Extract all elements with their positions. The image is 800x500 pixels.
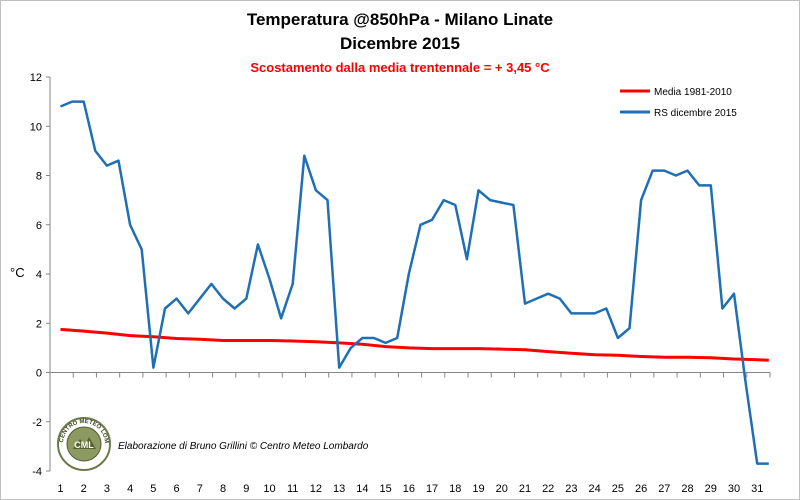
x-tick-label: 29 [705,483,717,495]
y-tick-label: 6 [36,220,42,232]
chart-title: Temperatura @850hPa - Milano Linate [246,10,554,29]
x-tick-label: 15 [379,483,391,495]
y-tick-label: 2 [36,318,42,330]
x-tick-label: 18 [449,483,461,495]
y-tick-label: 0 [36,368,42,380]
x-tick-label: 6 [174,483,180,495]
x-tick-label: 14 [356,483,368,495]
y-axis-label: °C [10,265,25,280]
credit-text: Elaborazione di Bruno Grillini © Centro … [118,441,369,452]
x-tick-label: 30 [728,483,740,495]
y-tick-label: -4 [32,466,42,478]
x-tick-label: 23 [565,483,577,495]
legend: Media 1981-2010 RS dicembre 2015 [620,87,737,119]
chart-annotation: Scostamento dalla media trentennale = + … [250,60,550,75]
x-tick-label: 24 [589,483,601,495]
x-tick-label: 1 [57,483,63,495]
x-tick-label: 4 [127,483,133,495]
x-tick-label: 22 [542,483,554,495]
x-tick-label: 19 [472,483,484,495]
x-tick-label: 28 [681,483,693,495]
x-tick-label: 8 [220,483,226,495]
legend-label: RS dicembre 2015 [654,108,737,119]
x-tick-label: 13 [333,483,345,495]
x-tick-label: 25 [612,483,624,495]
svg-text:CML: CML [74,440,94,450]
x-tick-label: 21 [519,483,531,495]
series-layer [60,100,769,465]
x-tick-label: 20 [496,483,508,495]
series-line-1 [60,100,769,465]
y-tick-label: 12 [30,72,42,84]
x-tick-label: 12 [310,483,322,495]
x-tick-label: 11 [287,483,298,495]
y-tick-label: 4 [36,269,42,281]
series-line-0 [60,327,769,362]
centro-meteo-lombardo-logo-icon: CENTRO METEO LOMBARDO CML [55,415,111,471]
x-tick-label: 9 [243,483,249,495]
x-tick-label: 27 [658,483,670,495]
x-tick-label: 26 [635,483,647,495]
x-tick-label: 2 [81,483,87,495]
x-tick-label: 10 [263,483,275,495]
x-tick-label: 17 [426,483,438,495]
y-tick-label: 8 [36,171,42,183]
x-tick-label: 3 [104,483,110,495]
x-tick-label: 5 [150,483,156,495]
chart-subtitle: Dicembre 2015 [339,34,461,53]
legend-label: Media 1981-2010 [654,87,732,98]
x-tick-label: 31 [751,483,763,495]
x-tick-label: 7 [197,483,203,495]
y-tick-label: -2 [32,417,42,429]
y-tick-label: 10 [30,121,42,133]
x-tick-label: 16 [403,483,415,495]
